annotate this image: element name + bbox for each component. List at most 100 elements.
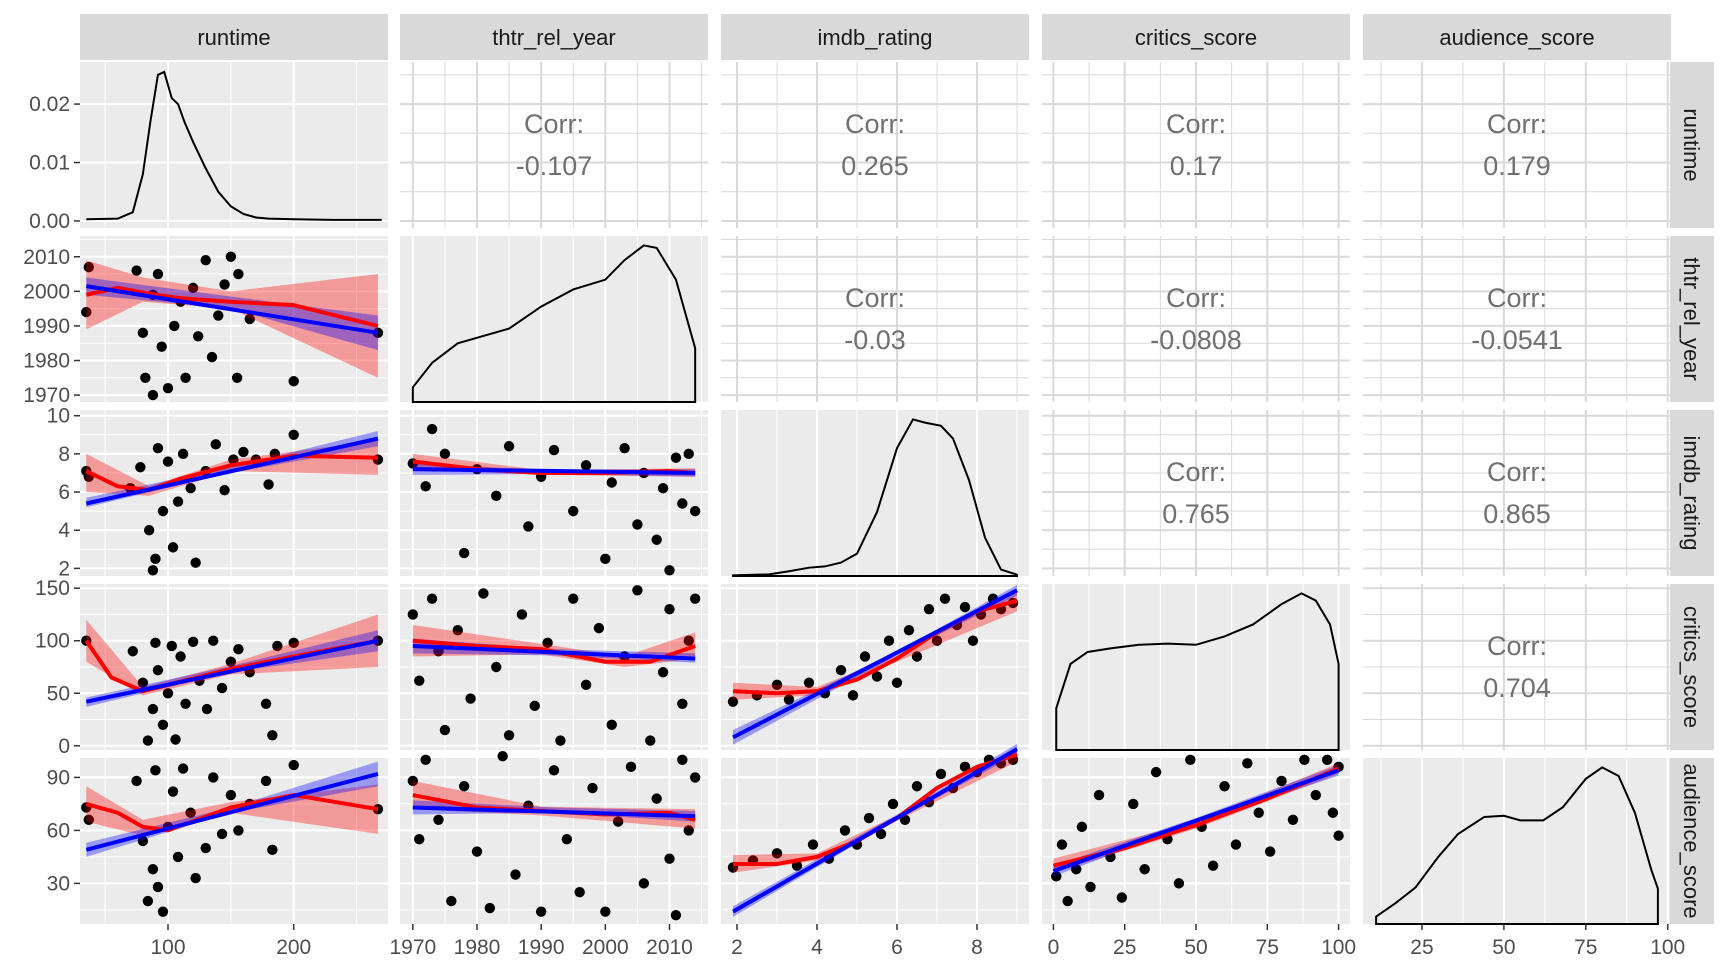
scatter-point <box>166 640 177 652</box>
x-tick-label-critics_score: 0 <box>1048 936 1060 959</box>
scatter-point <box>244 313 255 325</box>
scatter-point <box>931 635 943 646</box>
scatter-point <box>150 637 161 649</box>
scatter-point <box>523 521 534 532</box>
scatter-point <box>803 677 815 688</box>
scatter-point <box>1056 839 1068 850</box>
scatter-point <box>923 604 935 615</box>
scatter-point <box>150 765 161 776</box>
scatter-point <box>510 869 521 880</box>
scatter-point <box>175 651 186 662</box>
scatter-point <box>606 719 617 730</box>
x-tick-label-audience_score: 100 <box>1650 936 1685 959</box>
density-curve-thtr_rel_year <box>411 244 697 403</box>
scatter-point <box>225 251 237 262</box>
scatter-point <box>426 593 438 604</box>
scatter-point <box>162 456 174 467</box>
strip-label-top-critics_score: critics_score <box>1135 25 1257 50</box>
y-tick-label-thtr_rel_year: 2000 <box>23 280 70 303</box>
y-tick-label-thtr_rel_year: 1990 <box>23 315 70 338</box>
scatter-point <box>426 423 438 435</box>
corr-label: Corr: <box>1487 631 1547 661</box>
y-tick-label-critics_score: 150 <box>35 577 70 600</box>
scatter-point <box>150 553 161 565</box>
x-tick-label-audience_score: 75 <box>1574 936 1597 959</box>
scatter-point <box>657 667 669 678</box>
scatter-point <box>600 553 611 565</box>
strip-top-thtr_rel_year <box>400 14 708 60</box>
scatter-point <box>233 643 244 655</box>
scatter-point <box>683 825 694 836</box>
lm-line <box>1052 768 1340 873</box>
panel-critics_score-critics_score <box>1042 584 1350 750</box>
y-tick-label-runtime: 0.02 <box>29 93 70 116</box>
scatter-point <box>1310 789 1321 801</box>
scatter-point <box>187 282 199 294</box>
scatter-point <box>683 635 694 646</box>
scatter-point <box>267 730 278 741</box>
scatter-point <box>225 789 237 801</box>
corr-label: Corr: <box>1166 109 1226 139</box>
scatter-point <box>272 640 283 652</box>
scatter-point <box>162 688 174 699</box>
y-tick-label-imdb_rating: 2 <box>58 557 70 580</box>
scatter-point <box>883 635 895 646</box>
scatter-point <box>157 719 169 730</box>
scatter-point <box>267 844 278 856</box>
panel-runtime-thtr_rel_year <box>400 62 708 228</box>
scatter-point <box>216 828 228 840</box>
scatter-point <box>167 542 179 553</box>
panel-critics_score-audience_score <box>1363 584 1671 750</box>
scatter-point <box>783 694 795 705</box>
x-tick-label-runtime: 100 <box>150 936 185 959</box>
strip-label-top-imdb_rating: imdb_rating <box>818 25 933 50</box>
density-curve-runtime <box>86 70 382 221</box>
panel-audience_score-thtr_rel_year <box>400 758 708 924</box>
scatter-point <box>580 460 592 471</box>
y-tick-label-audience_score: 90 <box>47 766 70 789</box>
scatter-point <box>208 772 219 783</box>
scatter-point <box>219 279 230 290</box>
scatter-point <box>219 484 230 496</box>
scatter-point <box>632 585 643 596</box>
scatter-point <box>871 671 883 682</box>
scatter-point <box>439 448 451 460</box>
axes: 0.000.010.021970198019902000201024681005… <box>23 93 1685 959</box>
strip-top-imdb_rating <box>721 14 1029 60</box>
scatter-point <box>891 677 903 688</box>
scatter-point <box>180 372 191 383</box>
panel-audience_score-audience_score <box>1363 758 1671 924</box>
scatter-point <box>899 814 911 826</box>
scatter-point <box>535 906 547 917</box>
scatter-point <box>147 389 159 401</box>
scatter-point <box>503 730 515 741</box>
scatter-point <box>137 327 149 339</box>
scatter-point <box>471 846 483 857</box>
panel-background <box>80 62 388 228</box>
panel-runtime-critics_score <box>1042 62 1350 228</box>
scatter-point <box>771 679 783 691</box>
scatter-point <box>231 372 243 383</box>
scatter-point <box>484 902 496 914</box>
scatter-point <box>147 565 159 576</box>
panel-imdb_rating-critics_score <box>1042 410 1350 576</box>
scatter-runtime-audience_score <box>81 759 384 917</box>
corr-value-imdb_rating-runtime: 0.265 <box>841 151 909 181</box>
scatter-point <box>157 906 169 917</box>
facet-strips: runtime thtr_rel_year imdb_rating critics_s… <box>80 14 1714 924</box>
scatter-point <box>807 839 819 850</box>
scatter-point <box>677 754 688 765</box>
scatter-thtr_rel_year-imdb_rating <box>407 423 701 576</box>
scatter-point <box>1139 864 1150 875</box>
lm-line <box>85 436 379 506</box>
panel-background <box>400 758 708 924</box>
y-tick-label-imdb_rating: 8 <box>58 443 70 466</box>
scatter-point <box>903 625 915 636</box>
scatter-point <box>131 775 142 787</box>
scatter-point <box>288 429 299 441</box>
panel-background <box>1363 758 1671 924</box>
scatter-point <box>959 601 971 613</box>
scatter-point <box>664 565 675 576</box>
density-curve-audience_score <box>1375 766 1659 925</box>
scatter-point <box>771 848 783 859</box>
